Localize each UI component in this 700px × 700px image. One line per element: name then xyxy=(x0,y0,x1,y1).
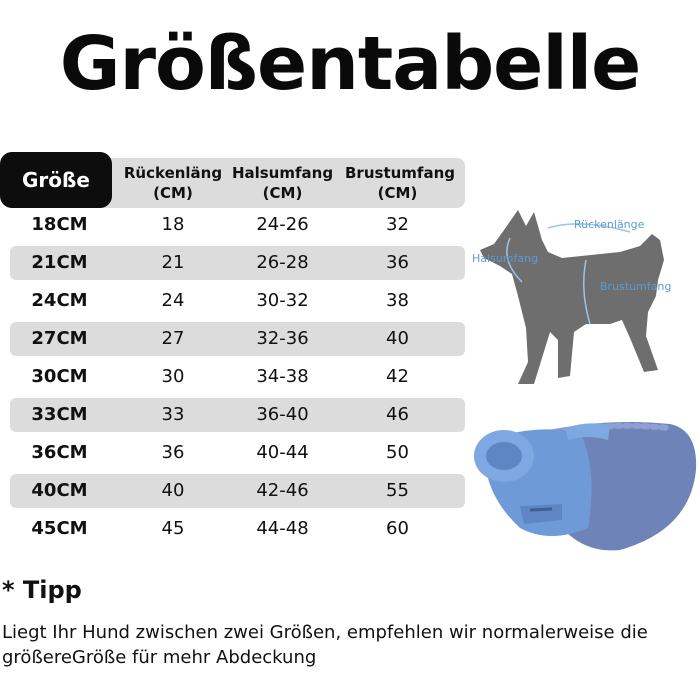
cell-size: 27CM xyxy=(31,328,88,349)
cell-back-length: 36 xyxy=(161,442,185,463)
cell-chest: 46 xyxy=(386,404,409,425)
cell-back-length: 45 xyxy=(161,518,185,539)
tip-text: Liegt Ihr Hund zwischen zwei Größen, emp… xyxy=(2,622,648,668)
cell-back-length: 24 xyxy=(161,290,185,311)
cell-neck: 40-44 xyxy=(256,442,309,463)
table-row: 36CM 36 40-44 50 xyxy=(0,436,470,470)
cell-size: 33CM xyxy=(31,404,88,425)
cell-chest: 36 xyxy=(386,252,409,273)
cell-size: 45CM xyxy=(31,518,88,539)
dog-silhouette-icon xyxy=(480,210,664,384)
table-row: 40CM 40 42-46 55 xyxy=(0,474,470,508)
cell-chest: 42 xyxy=(386,366,409,387)
table-row: 30CM 30 34-38 42 xyxy=(0,360,470,394)
cell-size: 40CM xyxy=(31,480,88,501)
cell-size: 18CM xyxy=(31,214,88,235)
row-background xyxy=(10,246,465,280)
table-row: 21CM 21 26-28 36 xyxy=(0,246,470,280)
cell-size: 30CM xyxy=(31,366,88,387)
label-back-length: Rückenlänge xyxy=(574,218,645,231)
table-row: 45CM 45 44-48 60 xyxy=(0,512,470,546)
dog-coat-icon xyxy=(474,422,697,551)
cell-neck: 24-26 xyxy=(256,214,309,235)
cell-back-length: 30 xyxy=(161,366,185,387)
cell-chest: 40 xyxy=(386,328,409,349)
cell-chest: 55 xyxy=(386,480,409,501)
cell-chest: 60 xyxy=(386,518,409,539)
page-title: Größentabelle xyxy=(59,21,642,107)
cell-neck: 42-46 xyxy=(256,480,309,501)
label-chest: Brustumfang xyxy=(600,280,671,293)
header-chest: Brustumfang (CM) xyxy=(345,164,455,202)
row-background xyxy=(10,474,465,508)
cell-back-length: 40 xyxy=(161,480,185,501)
table-header: Größe Rückenläng (CM) Halsumfang (CM) Br… xyxy=(0,150,470,208)
cell-chest: 32 xyxy=(386,214,409,235)
cell-neck: 32-36 xyxy=(256,328,309,349)
row-background xyxy=(10,322,465,356)
cell-neck: 26-28 xyxy=(256,252,309,273)
cell-chest: 50 xyxy=(386,442,409,463)
cell-chest: 38 xyxy=(386,290,409,311)
cell-size: 24CM xyxy=(31,290,88,311)
dog-coat-image xyxy=(474,422,697,551)
cell-back-length: 27 xyxy=(161,328,185,349)
cell-neck: 34-38 xyxy=(256,366,309,387)
label-neck: Halsumfang xyxy=(472,252,538,265)
cell-back-length: 18 xyxy=(161,214,185,235)
cell-back-length: 33 xyxy=(161,404,185,425)
table-row: 24CM 24 30-32 38 xyxy=(0,284,470,318)
header-neck: Halsumfang (CM) xyxy=(231,164,334,202)
row-background xyxy=(10,398,465,432)
dog-measurement-diagram: Rückenlänge Halsumfang Brustumfang xyxy=(472,210,671,384)
table-row: 27CM 27 32-36 40 xyxy=(0,322,470,356)
cell-neck: 30-32 xyxy=(256,290,309,311)
tip-heading: * Tipp xyxy=(2,576,82,604)
header-size: Größe xyxy=(0,152,112,208)
table-row: 18CM 18 24-26 32 xyxy=(0,208,470,242)
header-back-length: Rückenläng (CM) xyxy=(123,164,223,202)
cell-neck: 44-48 xyxy=(256,518,309,539)
cell-neck: 36-40 xyxy=(256,404,309,425)
cell-back-length: 21 xyxy=(161,252,185,273)
cell-size: 21CM xyxy=(31,252,88,273)
table-row: 33CM 33 36-40 46 xyxy=(0,398,470,432)
cell-size: 36CM xyxy=(31,442,88,463)
